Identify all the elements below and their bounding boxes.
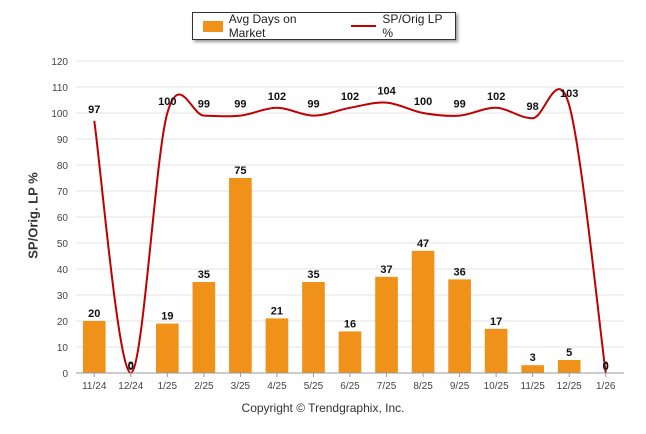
bar-value-label: 47: [417, 238, 429, 250]
y-axis-ticks: 0 10 20 30 40 50 60 70 80 90 100 110 120: [51, 57, 68, 380]
line-value-label: 104: [377, 86, 396, 98]
bar: [229, 178, 252, 373]
bar: [338, 331, 362, 373]
copyright: Copyright © Trendgraphix, Inc.: [241, 401, 405, 415]
y-tick-label: 100: [51, 109, 68, 120]
y-tick-label: 80: [57, 161, 69, 172]
y-tick-label: 20: [57, 317, 69, 328]
y-tick-label: 110: [52, 83, 68, 94]
x-tick-label: 12/25: [557, 381, 582, 392]
bar-value-label: 17: [490, 316, 502, 328]
bar-value-label: 0: [128, 360, 134, 372]
legend-label-bars: Avg Days on Market: [228, 12, 297, 40]
bar-value-label: 5: [566, 347, 572, 359]
x-tick-label: 9/25: [450, 381, 470, 392]
line-value-label: 0: [603, 361, 609, 373]
x-axis-ticks: 11/24 12/24 1/25 2/25 3/25 4/25 5/25 6/25 7/25 8/…: [82, 373, 616, 392]
bar-value-label: 35: [198, 269, 210, 281]
bar: [156, 323, 179, 373]
x-tick-label: 4/25: [267, 381, 287, 392]
legend-item-line[interactable]: SP/Orig LP %: [335, 12, 455, 40]
bar-value-label: 16: [344, 318, 356, 330]
x-tick-label: 1/26: [596, 381, 616, 392]
bar: [375, 276, 398, 373]
bar: [411, 250, 435, 373]
bar: [484, 328, 508, 373]
series-line: [93, 88, 607, 375]
bar: [557, 360, 581, 373]
y-tick-label: 30: [57, 291, 69, 302]
bar-value-label: 3: [530, 352, 536, 364]
bar-value-label: 19: [161, 311, 173, 323]
x-tick-label: 1/25: [158, 381, 178, 392]
y-tick-label: 120: [51, 57, 68, 68]
line-value-label: 100: [158, 96, 176, 108]
bar-value-label: 36: [453, 266, 465, 278]
x-tick-label: 6/25: [340, 381, 360, 392]
x-tick-label: 10/25: [484, 381, 509, 392]
bars: [82, 178, 581, 373]
y-tick-label: 40: [57, 265, 69, 276]
bar-value-label: 75: [234, 165, 246, 177]
bar: [265, 318, 289, 373]
x-tick-label: 12/24: [118, 381, 143, 392]
y-tick-label: 90: [57, 135, 69, 146]
legend-item-bars[interactable]: Avg Days on Market: [193, 12, 335, 40]
y-tick-label: 60: [57, 213, 69, 224]
line-value-label: 102: [341, 91, 359, 103]
x-tick-label: 7/25: [377, 381, 397, 392]
y-tick-label: 70: [57, 187, 69, 198]
line-value-label: 103: [560, 88, 578, 100]
line-value-label: 99: [307, 99, 319, 111]
line-value-label: 98: [527, 101, 539, 113]
x-tick-label: 3/25: [231, 381, 251, 392]
bar-value-label: 37: [380, 264, 392, 276]
x-tick-label: 11/24: [82, 381, 107, 392]
line-value-label: 97: [88, 104, 100, 116]
line-value-label: 0: [128, 361, 134, 373]
bar-value-label: 21: [271, 305, 283, 317]
line-value-label: 102: [487, 91, 505, 103]
x-tick-label: 8/25: [413, 381, 433, 392]
bar: [521, 365, 544, 373]
line-value-label: 102: [268, 91, 286, 103]
bar-value-label: 35: [307, 269, 319, 281]
y-tick-label: 0: [62, 369, 68, 380]
line-value-label: 100: [414, 96, 432, 108]
x-tick-label: 11/25: [521, 381, 546, 392]
bar: [82, 321, 106, 373]
line-value-label: 99: [453, 99, 465, 111]
bar-value-label: 20: [88, 308, 100, 320]
line-value-label: 99: [234, 99, 246, 111]
y-tick-label: 50: [57, 239, 69, 250]
line-value-label: 99: [198, 99, 210, 111]
x-tick-label: 5/25: [304, 381, 324, 392]
y-tick-label: 10: [57, 343, 69, 354]
legend: Avg Days on Market SP/Orig LP %: [192, 12, 456, 40]
x-tick-label: 2/25: [194, 381, 214, 392]
legend-label-line: SP/Orig LP %: [382, 12, 443, 40]
bar: [192, 282, 216, 373]
line-swatch-icon: [350, 25, 377, 27]
bar-swatch-icon: [203, 20, 223, 32]
bar: [302, 282, 325, 373]
line-value-labels: 97 0 100 99 99 102 99 102 104 100 99 102 98 103 0: [88, 86, 609, 373]
y-axis-label: SP/Orig. LP %: [25, 172, 41, 259]
bar: [448, 279, 471, 373]
